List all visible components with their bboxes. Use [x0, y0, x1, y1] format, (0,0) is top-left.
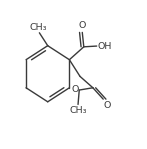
Text: CH₃: CH₃ — [29, 23, 47, 32]
Text: O: O — [104, 101, 111, 110]
Text: OH: OH — [97, 42, 112, 51]
Text: CH₃: CH₃ — [69, 106, 87, 115]
Text: O: O — [71, 85, 78, 94]
Text: O: O — [79, 21, 86, 30]
